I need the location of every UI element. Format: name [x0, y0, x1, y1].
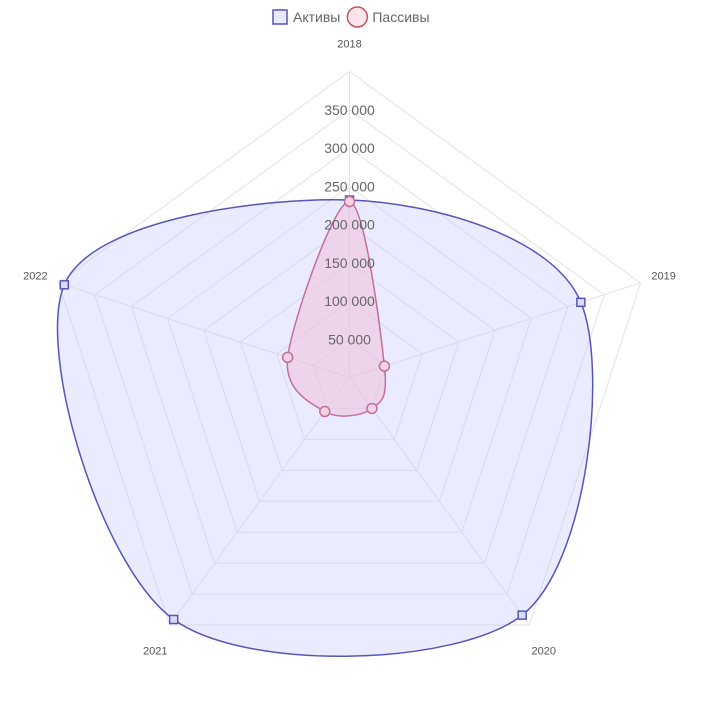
radial-tick-label: 100 000 [324, 293, 375, 309]
radial-tick-label: 300 000 [324, 140, 375, 156]
series-passivy [281, 195, 391, 418]
legend[interactable]: Активы Пассивы [272, 6, 430, 28]
radial-ticks: 50 000 100 000 150 000 200 000 250 000 300 00… [324, 102, 375, 348]
axis-label-2021: 2021 [143, 645, 167, 657]
grid-spoke [349, 377, 530, 626]
grid-ring [94, 109, 605, 595]
data-point-square[interactable] [59, 280, 70, 290]
legend-square-icon [272, 9, 288, 25]
legend-label: Активы [293, 9, 340, 25]
grid-ring [130, 147, 569, 564]
axis-label-2019: 2019 [651, 271, 675, 283]
data-point-circle[interactable] [281, 351, 294, 364]
series-area [286, 200, 387, 417]
data-point-circle[interactable] [343, 195, 356, 208]
legend-label: Пассивы [372, 9, 429, 25]
radial-tick-label: 200 000 [324, 217, 375, 233]
axis-labels: 2018 2019 2020 2021 2022 [23, 39, 676, 658]
radial-tick-label: 50 000 [328, 331, 371, 347]
axis-label-2018: 2018 [337, 39, 361, 51]
grid-ring [203, 223, 496, 502]
series-aktivy [56, 195, 594, 657]
data-point-square[interactable] [517, 610, 527, 620]
data-point-circle[interactable] [319, 405, 331, 418]
radial-tick-label: 250 000 [324, 178, 375, 194]
legend-circle-icon [346, 6, 369, 28]
data-point-circle[interactable] [378, 360, 391, 372]
radial-tick-label: 350 000 [324, 102, 375, 118]
grid-ring [57, 70, 642, 626]
data-point-circle[interactable] [366, 402, 378, 415]
legend-item-aktivy[interactable]: Активы [272, 9, 340, 25]
grid-ring [239, 262, 460, 471]
radar-grid [57, 70, 642, 626]
data-point-square[interactable] [576, 297, 586, 308]
radial-tick-label: 150 000 [324, 255, 375, 271]
radar-series [56, 195, 594, 657]
grid-ring [167, 185, 532, 533]
grid-spoke [349, 282, 641, 378]
series-area [56, 199, 594, 657]
legend-item-passivy[interactable]: Пассивы [346, 6, 430, 28]
grid-ring [276, 300, 423, 440]
axis-label-2022: 2022 [23, 271, 47, 283]
data-point-square[interactable] [168, 614, 179, 625]
axis-label-2020: 2020 [531, 645, 555, 657]
grid-spoke [169, 377, 350, 626]
